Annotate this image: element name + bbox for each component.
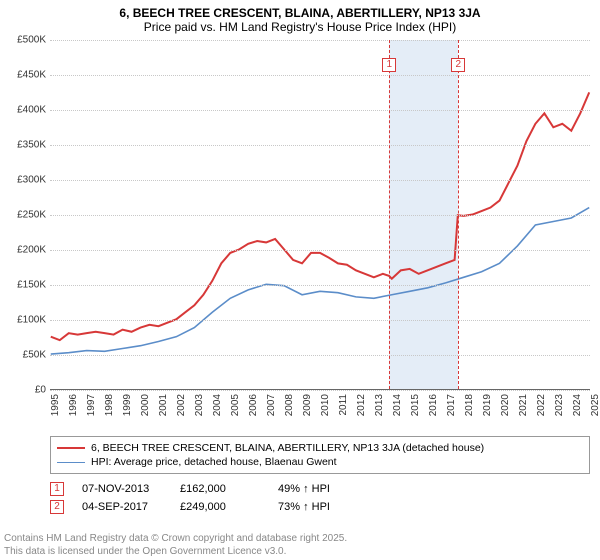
x-tick-label: 1998 — [104, 394, 115, 416]
gridline — [50, 250, 590, 251]
x-tick-label: 2019 — [482, 394, 493, 416]
x-tick-label: 2022 — [536, 394, 547, 416]
marker-badge: 1 — [382, 58, 396, 72]
sale-price: £249,000 — [180, 501, 260, 513]
x-tick-label: 2006 — [248, 394, 259, 416]
y-tick-label: £500K — [17, 35, 46, 46]
gridline — [50, 320, 590, 321]
sale-marker: 2 — [50, 500, 64, 514]
y-tick-label: £50K — [23, 350, 46, 361]
credit-line2: This data is licensed under the Open Gov… — [4, 546, 347, 559]
x-tick-label: 1996 — [68, 394, 79, 416]
sale-date: 07-NOV-2013 — [82, 483, 162, 495]
y-tick-label: £150K — [17, 280, 46, 291]
legend-and-sales: 6, BEECH TREE CRESCENT, BLAINA, ABERTILL… — [50, 436, 590, 516]
title-subtitle: Price paid vs. HM Land Registry's House … — [8, 20, 592, 34]
gridline — [50, 355, 590, 356]
x-tick-label: 2017 — [446, 394, 457, 416]
x-tick-label: 2023 — [554, 394, 565, 416]
x-tick-label: 2011 — [338, 394, 349, 416]
sale-date: 04-SEP-2017 — [82, 501, 162, 513]
x-tick-label: 2024 — [572, 394, 583, 416]
x-tick-label: 2018 — [464, 394, 475, 416]
y-tick-label: £0 — [35, 385, 46, 396]
marker-vline — [389, 40, 390, 389]
x-tick-label: 2013 — [374, 394, 385, 416]
sales-table: 1 07-NOV-2013 £162,000 49% ↑ HPI 2 04-SEP-201… — [50, 480, 590, 516]
gridline — [50, 110, 590, 111]
x-tick-label: 2016 — [428, 394, 439, 416]
plot-area: 12 — [50, 40, 590, 390]
x-tick-label: 2008 — [284, 394, 295, 416]
x-tick-label: 1995 — [50, 394, 61, 416]
y-tick-label: £200K — [17, 245, 46, 256]
x-axis: 1995 1996 1997 1998 1999 2000 2001 2002 2003 2004… — [50, 390, 590, 430]
legend-label: HPI: Average price, detached house, Blae… — [91, 456, 337, 468]
credit-text: Contains HM Land Registry data © Crown c… — [4, 533, 347, 558]
y-tick-label: £450K — [17, 70, 46, 81]
x-tick-label: 2007 — [266, 394, 277, 416]
gridline — [50, 180, 590, 181]
credit-line1: Contains HM Land Registry data © Crown c… — [4, 533, 347, 546]
marker-badge: 2 — [451, 58, 465, 72]
x-tick-label: 2000 — [140, 394, 151, 416]
sale-delta: 73% ↑ HPI — [278, 501, 358, 513]
x-tick-label: 2009 — [302, 394, 313, 416]
x-tick-label: 2021 — [518, 394, 529, 416]
x-tick-label: 2003 — [194, 394, 205, 416]
legend-box: 6, BEECH TREE CRESCENT, BLAINA, ABERTILL… — [50, 436, 590, 474]
gridline — [50, 75, 590, 76]
legend-swatch — [57, 462, 85, 463]
y-tick-label: £350K — [17, 140, 46, 151]
legend-row: 6, BEECH TREE CRESCENT, BLAINA, ABERTILL… — [57, 441, 583, 455]
x-tick-label: 2015 — [410, 394, 421, 416]
title-block: 6, BEECH TREE CRESCENT, BLAINA, ABERTILL… — [0, 0, 600, 36]
gridline — [50, 145, 590, 146]
x-tick-label: 1997 — [86, 394, 97, 416]
series-line — [51, 92, 589, 340]
x-tick-label: 2004 — [212, 394, 223, 416]
y-tick-label: £100K — [17, 315, 46, 326]
title-address: 6, BEECH TREE CRESCENT, BLAINA, ABERTILL… — [8, 6, 592, 20]
sale-row: 1 07-NOV-2013 £162,000 49% ↑ HPI — [50, 480, 590, 498]
x-tick-label: 2001 — [158, 394, 169, 416]
y-tick-label: £300K — [17, 175, 46, 186]
gridline — [50, 285, 590, 286]
marker-vline — [458, 40, 459, 389]
sale-price: £162,000 — [180, 483, 260, 495]
chart-container: 6, BEECH TREE CRESCENT, BLAINA, ABERTILL… — [0, 0, 600, 560]
x-tick-label: 2010 — [320, 394, 331, 416]
gridline — [50, 215, 590, 216]
y-tick-label: £400K — [17, 105, 46, 116]
x-tick-label: 2014 — [392, 394, 403, 416]
x-tick-label: 2012 — [356, 394, 367, 416]
y-axis: £0£50K£100K£150K£200K£250K£300K£350K£400… — [0, 40, 50, 390]
y-tick-label: £250K — [17, 210, 46, 221]
x-tick-label: 2005 — [230, 394, 241, 416]
sale-marker: 1 — [50, 482, 64, 496]
x-tick-label: 2002 — [176, 394, 187, 416]
gridline — [50, 40, 590, 41]
sale-delta: 49% ↑ HPI — [278, 483, 358, 495]
legend-row: HPI: Average price, detached house, Blae… — [57, 455, 583, 469]
x-tick-label: 2020 — [500, 394, 511, 416]
sale-row: 2 04-SEP-2017 £249,000 73% ↑ HPI — [50, 498, 590, 516]
x-tick-label: 2025 — [590, 394, 600, 416]
legend-swatch — [57, 447, 85, 449]
x-tick-label: 1999 — [122, 394, 133, 416]
legend-label: 6, BEECH TREE CRESCENT, BLAINA, ABERTILL… — [91, 442, 484, 454]
